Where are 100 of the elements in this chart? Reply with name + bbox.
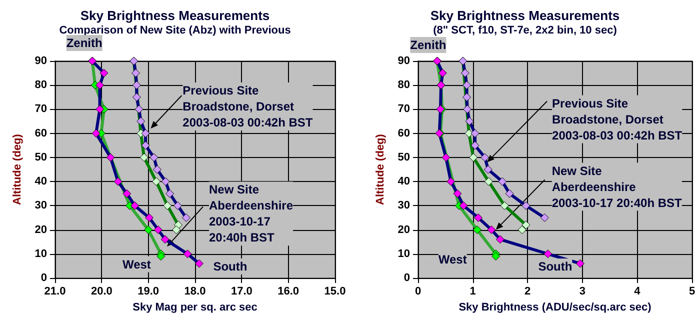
point [465, 117, 474, 126]
annotation: West [122, 257, 151, 272]
y-tick-label: 90 [398, 55, 410, 67]
x-axis-title: Sky Mag per sq. arc sec [132, 301, 258, 314]
point [154, 226, 162, 234]
point [163, 201, 172, 210]
point [182, 213, 190, 222]
point [460, 68, 470, 78]
point [442, 153, 450, 162]
point [141, 129, 150, 138]
y-tick-label: 70 [34, 103, 47, 116]
x-tick-label: 15.0 [324, 286, 346, 298]
y-tick-label: 50 [34, 151, 47, 164]
annotation: Zenith [66, 36, 102, 50]
point [522, 201, 530, 210]
x-tick-label: 21.0 [44, 286, 66, 298]
point [462, 92, 472, 102]
x-axis-title: Sky Brightness (ADU/sec/sq.arc sec) [458, 301, 652, 314]
chart-title: Sky Brightness Measurements [430, 8, 620, 23]
point [500, 201, 509, 210]
y-tick-label: 40 [398, 176, 410, 188]
point [122, 189, 132, 198]
point [576, 259, 584, 268]
point [106, 153, 115, 162]
x-tick-label: 20.0 [90, 286, 112, 298]
point [484, 177, 493, 186]
x-tick-label: 18.0 [184, 286, 206, 298]
y-tick-label: 60 [398, 127, 410, 140]
point [480, 153, 490, 162]
point [156, 252, 166, 261]
chart-subtitle: Comparison of New Site (Abz) with Previous [59, 24, 291, 36]
point [144, 226, 153, 234]
annotation: New Site Aberdeenshire 2003-10-17 20:40h BST [552, 164, 683, 210]
point [472, 226, 482, 234]
y-tick-label: 80 [34, 79, 47, 92]
point [92, 129, 100, 138]
point [145, 213, 154, 222]
point [464, 129, 474, 138]
point [96, 80, 104, 90]
point [100, 68, 108, 78]
point [161, 177, 170, 186]
x-tick-label: 1 [470, 286, 476, 298]
point [505, 189, 514, 198]
point [194, 259, 204, 268]
point [446, 177, 456, 186]
point [152, 165, 162, 174]
point [492, 252, 500, 261]
y-tick-label: 10 [34, 248, 47, 260]
annotation: South [213, 260, 248, 274]
annotation: South [538, 260, 572, 274]
point [130, 201, 140, 210]
y-tick-label: 30 [398, 200, 410, 212]
y-tick-label: 0 [404, 272, 410, 284]
point [152, 177, 161, 186]
x-tick-label: 16.0 [278, 286, 300, 298]
y-axis-title: Altitude (deg) [374, 134, 386, 205]
y-tick-label: 30 [34, 200, 47, 212]
point [474, 213, 483, 222]
x-tick-label: 3 [579, 286, 586, 298]
point [544, 250, 552, 258]
annotation: New Site Aberdeenshire 2003-10-17 20:40h BST [209, 182, 294, 245]
point [114, 177, 122, 186]
y-tick-label: 0 [40, 272, 47, 284]
point [487, 226, 496, 234]
point [462, 80, 472, 90]
y-axis-title: Altitude (deg) [12, 134, 24, 205]
point [140, 153, 148, 162]
point [522, 220, 530, 230]
y-tick-label: 90 [34, 55, 47, 67]
y-tick-label: 80 [398, 79, 410, 92]
point [141, 141, 150, 150]
point [150, 153, 158, 162]
point [496, 235, 504, 244]
point [540, 213, 549, 222]
point [166, 189, 174, 198]
y-tick-label: 60 [34, 127, 47, 140]
point [438, 68, 447, 78]
point [173, 201, 182, 210]
y-tick-label: 70 [398, 103, 410, 116]
x-tick-label: 17.0 [230, 286, 252, 298]
point [463, 104, 472, 114]
x-tick-label: 19.0 [138, 286, 160, 298]
y-tick-label: 50 [398, 151, 410, 164]
y-tick-label: 40 [34, 176, 47, 188]
point [484, 165, 492, 174]
annotation: Previous Site Broadstone, Dorset 2003-08-03 00:42h BST [182, 84, 314, 130]
point [132, 92, 141, 102]
y-tick-label: 20 [398, 224, 410, 236]
annotation: West [438, 252, 467, 266]
x-tick-label: 4 [634, 286, 642, 298]
point [172, 226, 181, 234]
y-tick-label: 20 [34, 224, 47, 236]
point [136, 117, 146, 126]
x-tick-label: 5 [688, 286, 696, 298]
point [470, 141, 480, 150]
point [498, 177, 507, 186]
annotation: Previous Site Broadstone, Dorset 2003-08-03 00:42h BST [552, 96, 683, 142]
x-tick-label: 0 [414, 286, 422, 298]
point [459, 201, 468, 210]
point [518, 226, 526, 234]
